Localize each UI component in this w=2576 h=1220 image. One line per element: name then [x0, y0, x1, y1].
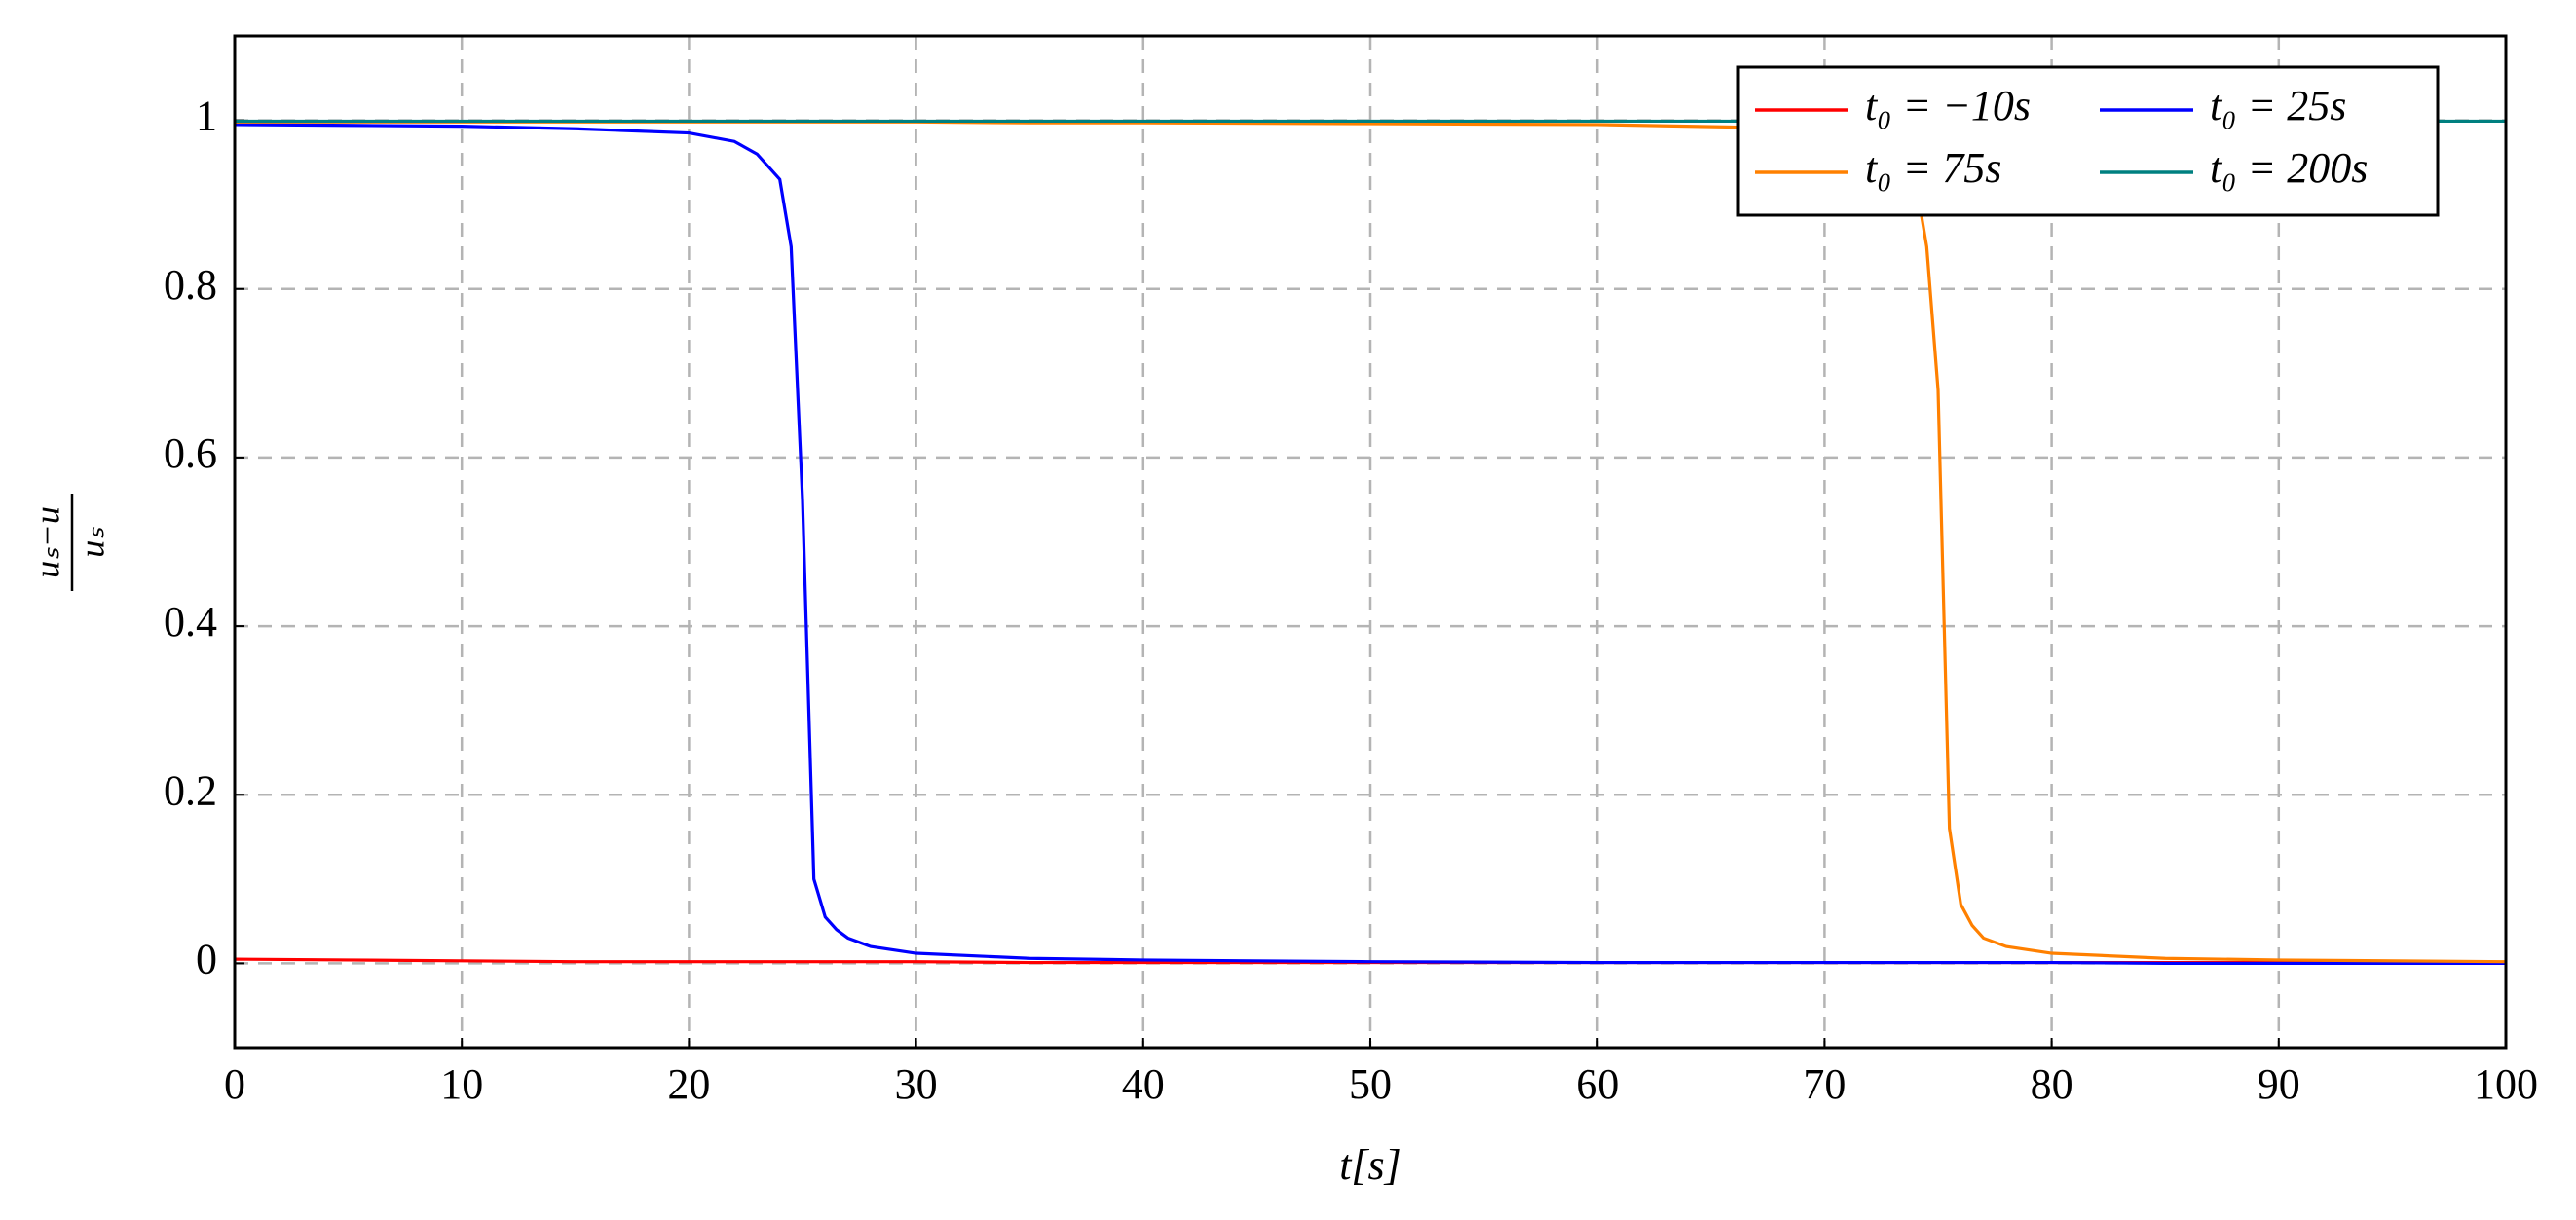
x-tick-label: 50 [1349, 1060, 1392, 1108]
legend-box [1736, 65, 2440, 217]
x-tick-label: 70 [1803, 1060, 1846, 1108]
legend-label: t₀ = 200s [2210, 144, 2368, 192]
x-tick-label: 90 [2258, 1060, 2300, 1108]
y-label-denominator: uₛ [72, 527, 111, 558]
x-tick-label: 30 [895, 1060, 938, 1108]
x-axis-label: t[s] [1339, 1141, 1401, 1189]
legend-label: t₀ = −10s [1865, 82, 2031, 129]
y-tick-label: 0.2 [164, 766, 217, 814]
x-tick-label: 0 [224, 1060, 245, 1108]
x-tick-label: 20 [667, 1060, 710, 1108]
y-tick-label: 0.6 [164, 429, 217, 477]
y-tick-label: 1 [196, 92, 217, 140]
x-tick-label: 80 [2031, 1060, 2073, 1108]
x-tick-label: 40 [1122, 1060, 1165, 1108]
data-line [235, 123, 2506, 966]
plot-frame [233, 34, 2508, 1050]
x-tick-label: 60 [1576, 1060, 1619, 1108]
y-axis-label: uₛ−u uₛ [27, 494, 111, 591]
x-tick-label: 10 [440, 1060, 483, 1108]
y-tick-label: 0 [196, 936, 217, 983]
y-tick-label: 0.8 [164, 261, 217, 309]
y-label-numerator: uₛ−u [27, 506, 66, 578]
x-tick-label: 100 [2474, 1060, 2538, 1108]
legend-label: t₀ = 25s [2210, 82, 2346, 129]
legend-label: t₀ = 75s [1865, 144, 2001, 192]
y-tick-label: 0.4 [164, 598, 217, 646]
